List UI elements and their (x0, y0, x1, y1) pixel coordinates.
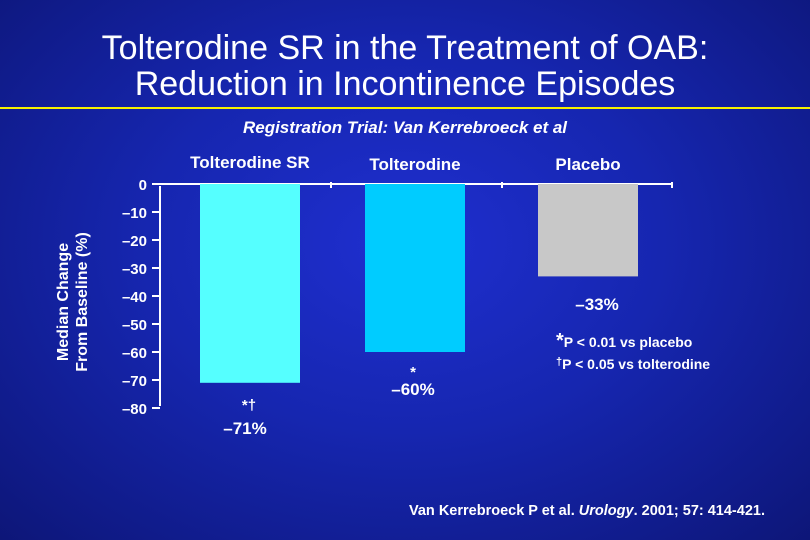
category-label: Tolterodine SR (190, 153, 310, 172)
y-tick-label: –30 (122, 261, 147, 278)
significance-marker: *† (242, 397, 256, 414)
footnote-2-symbol: † (556, 356, 563, 368)
category-label: Placebo (555, 155, 620, 174)
bar (365, 184, 465, 352)
data-label: –71% (223, 419, 266, 438)
y-tick-label: –10 (122, 205, 147, 222)
citation-authors: Van Kerrebroeck P et al. (409, 503, 579, 519)
bar (200, 184, 300, 383)
footnote-placebo: *P < 0.01 vs placebo (556, 330, 692, 353)
y-tick-label: –20 (122, 233, 147, 250)
slide-title-line-2: Reduction in Incontinence Episodes (134, 65, 676, 103)
citation-details: . 2001; 57: 414-421. (633, 503, 765, 519)
y-tick-label: –80 (122, 401, 147, 418)
footnote-tolterodine: †P < 0.05 vs tolterodine (556, 356, 710, 372)
citation: Van Kerrebroeck P et al. Urology. 2001; … (409, 503, 765, 519)
title-divider (0, 107, 810, 109)
y-tick-label: –70 (122, 373, 147, 390)
footnote-1-text: P < 0.01 vs placebo (563, 334, 693, 350)
y-tick-label: –40 (122, 289, 147, 306)
data-label: –33% (575, 295, 618, 314)
slide-subtitle: Registration Trial: Van Kerrebroeck et a… (242, 118, 568, 137)
bar (538, 184, 638, 277)
footnote-1-symbol: * (556, 330, 564, 352)
footnote-2-text: P < 0.05 vs tolterodine (562, 356, 711, 372)
y-tick-label: –50 (122, 317, 147, 334)
citation-journal: Urology (578, 503, 634, 519)
category-label: Tolterodine (369, 155, 460, 174)
data-label: –60% (391, 380, 434, 399)
slide-title: Tolterodine SR in the Treatment of OAB: … (0, 30, 810, 102)
y-tick-label: 0 (139, 177, 147, 194)
significance-marker: * (410, 364, 416, 381)
y-tick-label: –60 (122, 345, 147, 362)
slide-title-line-1: Tolterodine SR in the Treatment of OAB: (101, 29, 709, 67)
